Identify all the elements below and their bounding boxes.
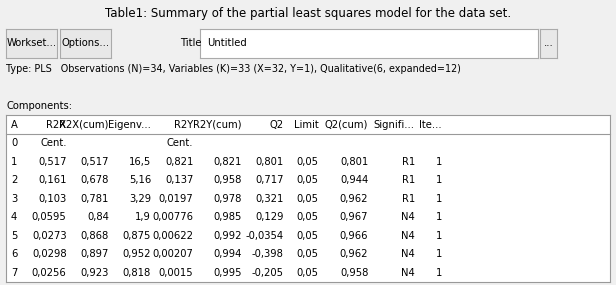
Text: -0,0354: -0,0354 [246, 231, 284, 241]
Text: Components:: Components: [6, 101, 72, 111]
Text: Title: Title [180, 38, 202, 48]
Text: 0,0197: 0,0197 [158, 194, 193, 204]
Text: 1: 1 [436, 268, 442, 278]
Text: Eigenv...: Eigenv... [108, 120, 151, 130]
Text: 2: 2 [11, 175, 17, 185]
Text: R1: R1 [402, 175, 415, 185]
Text: 0,781: 0,781 [81, 194, 109, 204]
Text: 1: 1 [436, 249, 442, 259]
Text: 0,0015: 0,0015 [159, 268, 193, 278]
Text: 1: 1 [436, 194, 442, 204]
Text: 0,05: 0,05 [296, 212, 318, 222]
Text: 1: 1 [436, 157, 442, 167]
Text: 0,821: 0,821 [213, 157, 241, 167]
Text: Cent.: Cent. [167, 138, 193, 148]
Text: 0: 0 [11, 138, 17, 148]
Text: 0,0595: 0,0595 [32, 212, 67, 222]
Text: 0,05: 0,05 [296, 157, 318, 167]
Text: N4: N4 [401, 231, 415, 241]
Text: Type: PLS   Observations (N)=34, Variables (K)=33 (X=32, Y=1), Qualitative(6, ex: Type: PLS Observations (N)=34, Variables… [6, 64, 461, 74]
Text: 0,517: 0,517 [38, 157, 67, 167]
Text: 0,967: 0,967 [340, 212, 368, 222]
Text: 4: 4 [11, 212, 17, 222]
Text: -0,398: -0,398 [252, 249, 284, 259]
Text: Limit: Limit [293, 120, 318, 130]
Text: Ite...: Ite... [419, 120, 442, 130]
Text: 0,958: 0,958 [340, 268, 368, 278]
Text: 0,717: 0,717 [256, 175, 284, 185]
Text: 0,137: 0,137 [165, 175, 193, 185]
Text: 0,962: 0,962 [340, 194, 368, 204]
Text: Options...: Options... [62, 38, 110, 48]
Text: 16,5: 16,5 [129, 157, 151, 167]
Text: ...: ... [544, 38, 554, 48]
Text: 0,05: 0,05 [296, 175, 318, 185]
Text: 0,995: 0,995 [213, 268, 241, 278]
Text: 5: 5 [11, 231, 17, 241]
Text: 0,0298: 0,0298 [32, 249, 67, 259]
Text: Workset...: Workset... [6, 38, 57, 48]
Text: 0,00622: 0,00622 [152, 231, 193, 241]
Text: 1: 1 [436, 175, 442, 185]
Text: 0,966: 0,966 [340, 231, 368, 241]
Text: R2Y: R2Y [174, 120, 193, 130]
Text: 0,923: 0,923 [81, 268, 109, 278]
Text: N4: N4 [401, 249, 415, 259]
Text: Untitled: Untitled [207, 38, 246, 48]
Text: 0,05: 0,05 [296, 268, 318, 278]
Text: 0,818: 0,818 [123, 268, 151, 278]
Text: 0,985: 0,985 [213, 212, 241, 222]
Text: R2X(cum): R2X(cum) [59, 120, 109, 130]
Text: 0,958: 0,958 [213, 175, 241, 185]
Text: A: A [11, 120, 18, 130]
Text: 0,517: 0,517 [80, 157, 109, 167]
Text: 0,962: 0,962 [340, 249, 368, 259]
Text: 0,84: 0,84 [87, 212, 109, 222]
Text: R1: R1 [402, 194, 415, 204]
Text: 0,0273: 0,0273 [32, 231, 67, 241]
Text: 0,801: 0,801 [340, 157, 368, 167]
Text: 0,992: 0,992 [213, 231, 241, 241]
Text: 0,868: 0,868 [81, 231, 109, 241]
Text: 0,05: 0,05 [296, 249, 318, 259]
Text: 0,161: 0,161 [38, 175, 67, 185]
Text: 0,952: 0,952 [123, 249, 151, 259]
Text: 0,05: 0,05 [296, 194, 318, 204]
Text: 0,678: 0,678 [81, 175, 109, 185]
Text: R1: R1 [402, 157, 415, 167]
Text: 1: 1 [436, 231, 442, 241]
Text: 3: 3 [11, 194, 17, 204]
Text: 0,897: 0,897 [81, 249, 109, 259]
Text: N4: N4 [401, 212, 415, 222]
Text: 0,978: 0,978 [213, 194, 241, 204]
Text: 0,994: 0,994 [213, 249, 241, 259]
Text: 0,05: 0,05 [296, 231, 318, 241]
Text: N4: N4 [401, 268, 415, 278]
Text: Q2: Q2 [270, 120, 284, 130]
Text: 0,00776: 0,00776 [152, 212, 193, 222]
Text: 7: 7 [11, 268, 17, 278]
Text: 5,16: 5,16 [129, 175, 151, 185]
Text: 1,9: 1,9 [135, 212, 151, 222]
Text: 1: 1 [11, 157, 17, 167]
Text: 6: 6 [11, 249, 17, 259]
Text: 0,103: 0,103 [38, 194, 67, 204]
Text: R2Y(cum): R2Y(cum) [193, 120, 241, 130]
Text: 3,29: 3,29 [129, 194, 151, 204]
Text: 0,801: 0,801 [256, 157, 284, 167]
Text: 0,821: 0,821 [165, 157, 193, 167]
Text: 0,875: 0,875 [123, 231, 151, 241]
Text: 0,0256: 0,0256 [32, 268, 67, 278]
Text: Q2(cum): Q2(cum) [325, 120, 368, 130]
Text: 1: 1 [436, 212, 442, 222]
Text: 0,00207: 0,00207 [152, 249, 193, 259]
Text: -0,205: -0,205 [252, 268, 284, 278]
Text: 0,129: 0,129 [256, 212, 284, 222]
Text: Table1: Summary of the partial least squares model for the data set.: Table1: Summary of the partial least squ… [105, 7, 511, 20]
Text: R2X: R2X [46, 120, 67, 130]
Text: Signifi...: Signifi... [374, 120, 415, 130]
Text: 0,321: 0,321 [256, 194, 284, 204]
Text: 0,944: 0,944 [340, 175, 368, 185]
Text: Cent.: Cent. [40, 138, 67, 148]
